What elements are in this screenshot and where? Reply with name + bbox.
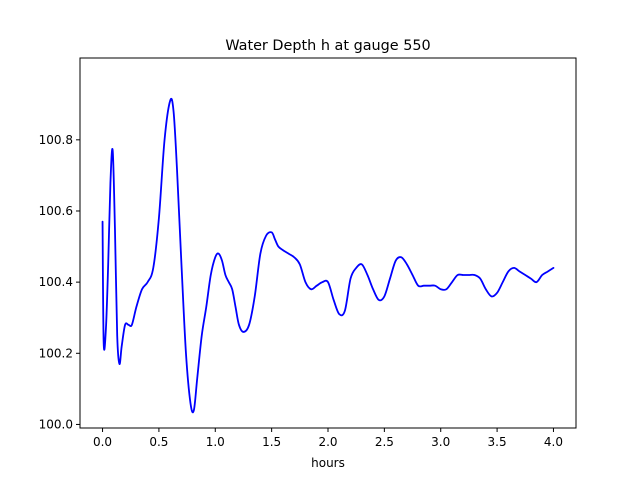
- x-tick-label: 0.0: [93, 435, 112, 449]
- y-axis-ticks: 100.0 100.2 100.4 100.6 100.8: [39, 133, 80, 431]
- y-tick-label: 100.8: [39, 133, 73, 147]
- y-tick-label: 100.2: [39, 346, 73, 360]
- x-tick-label: 3.0: [431, 435, 450, 449]
- axes-frame: [79, 57, 577, 429]
- series-line-0: [101, 97, 555, 414]
- y-tick-label: 100.6: [39, 204, 73, 218]
- x-tick-label: 2.0: [318, 435, 337, 449]
- chart-title: Water Depth h at gauge 550: [225, 38, 430, 54]
- x-tick-label: 4.0: [544, 435, 563, 449]
- x-tick-label: 2.5: [375, 435, 394, 449]
- y-tick-label: 100.0: [39, 417, 73, 431]
- x-tick-label: 1.5: [262, 435, 281, 449]
- x-tick-label: 0.5: [149, 435, 168, 449]
- x-tick-label: 3.5: [488, 435, 507, 449]
- x-tick-label: 1.0: [206, 435, 225, 449]
- x-axis-ticks: 0.0 0.5 1.0 1.5 2.0 2.5 3.0 3.5 4.0: [93, 428, 563, 449]
- x-axis-label: hours: [311, 456, 345, 470]
- plot-area: [101, 97, 555, 414]
- y-tick-label: 100.4: [39, 275, 73, 289]
